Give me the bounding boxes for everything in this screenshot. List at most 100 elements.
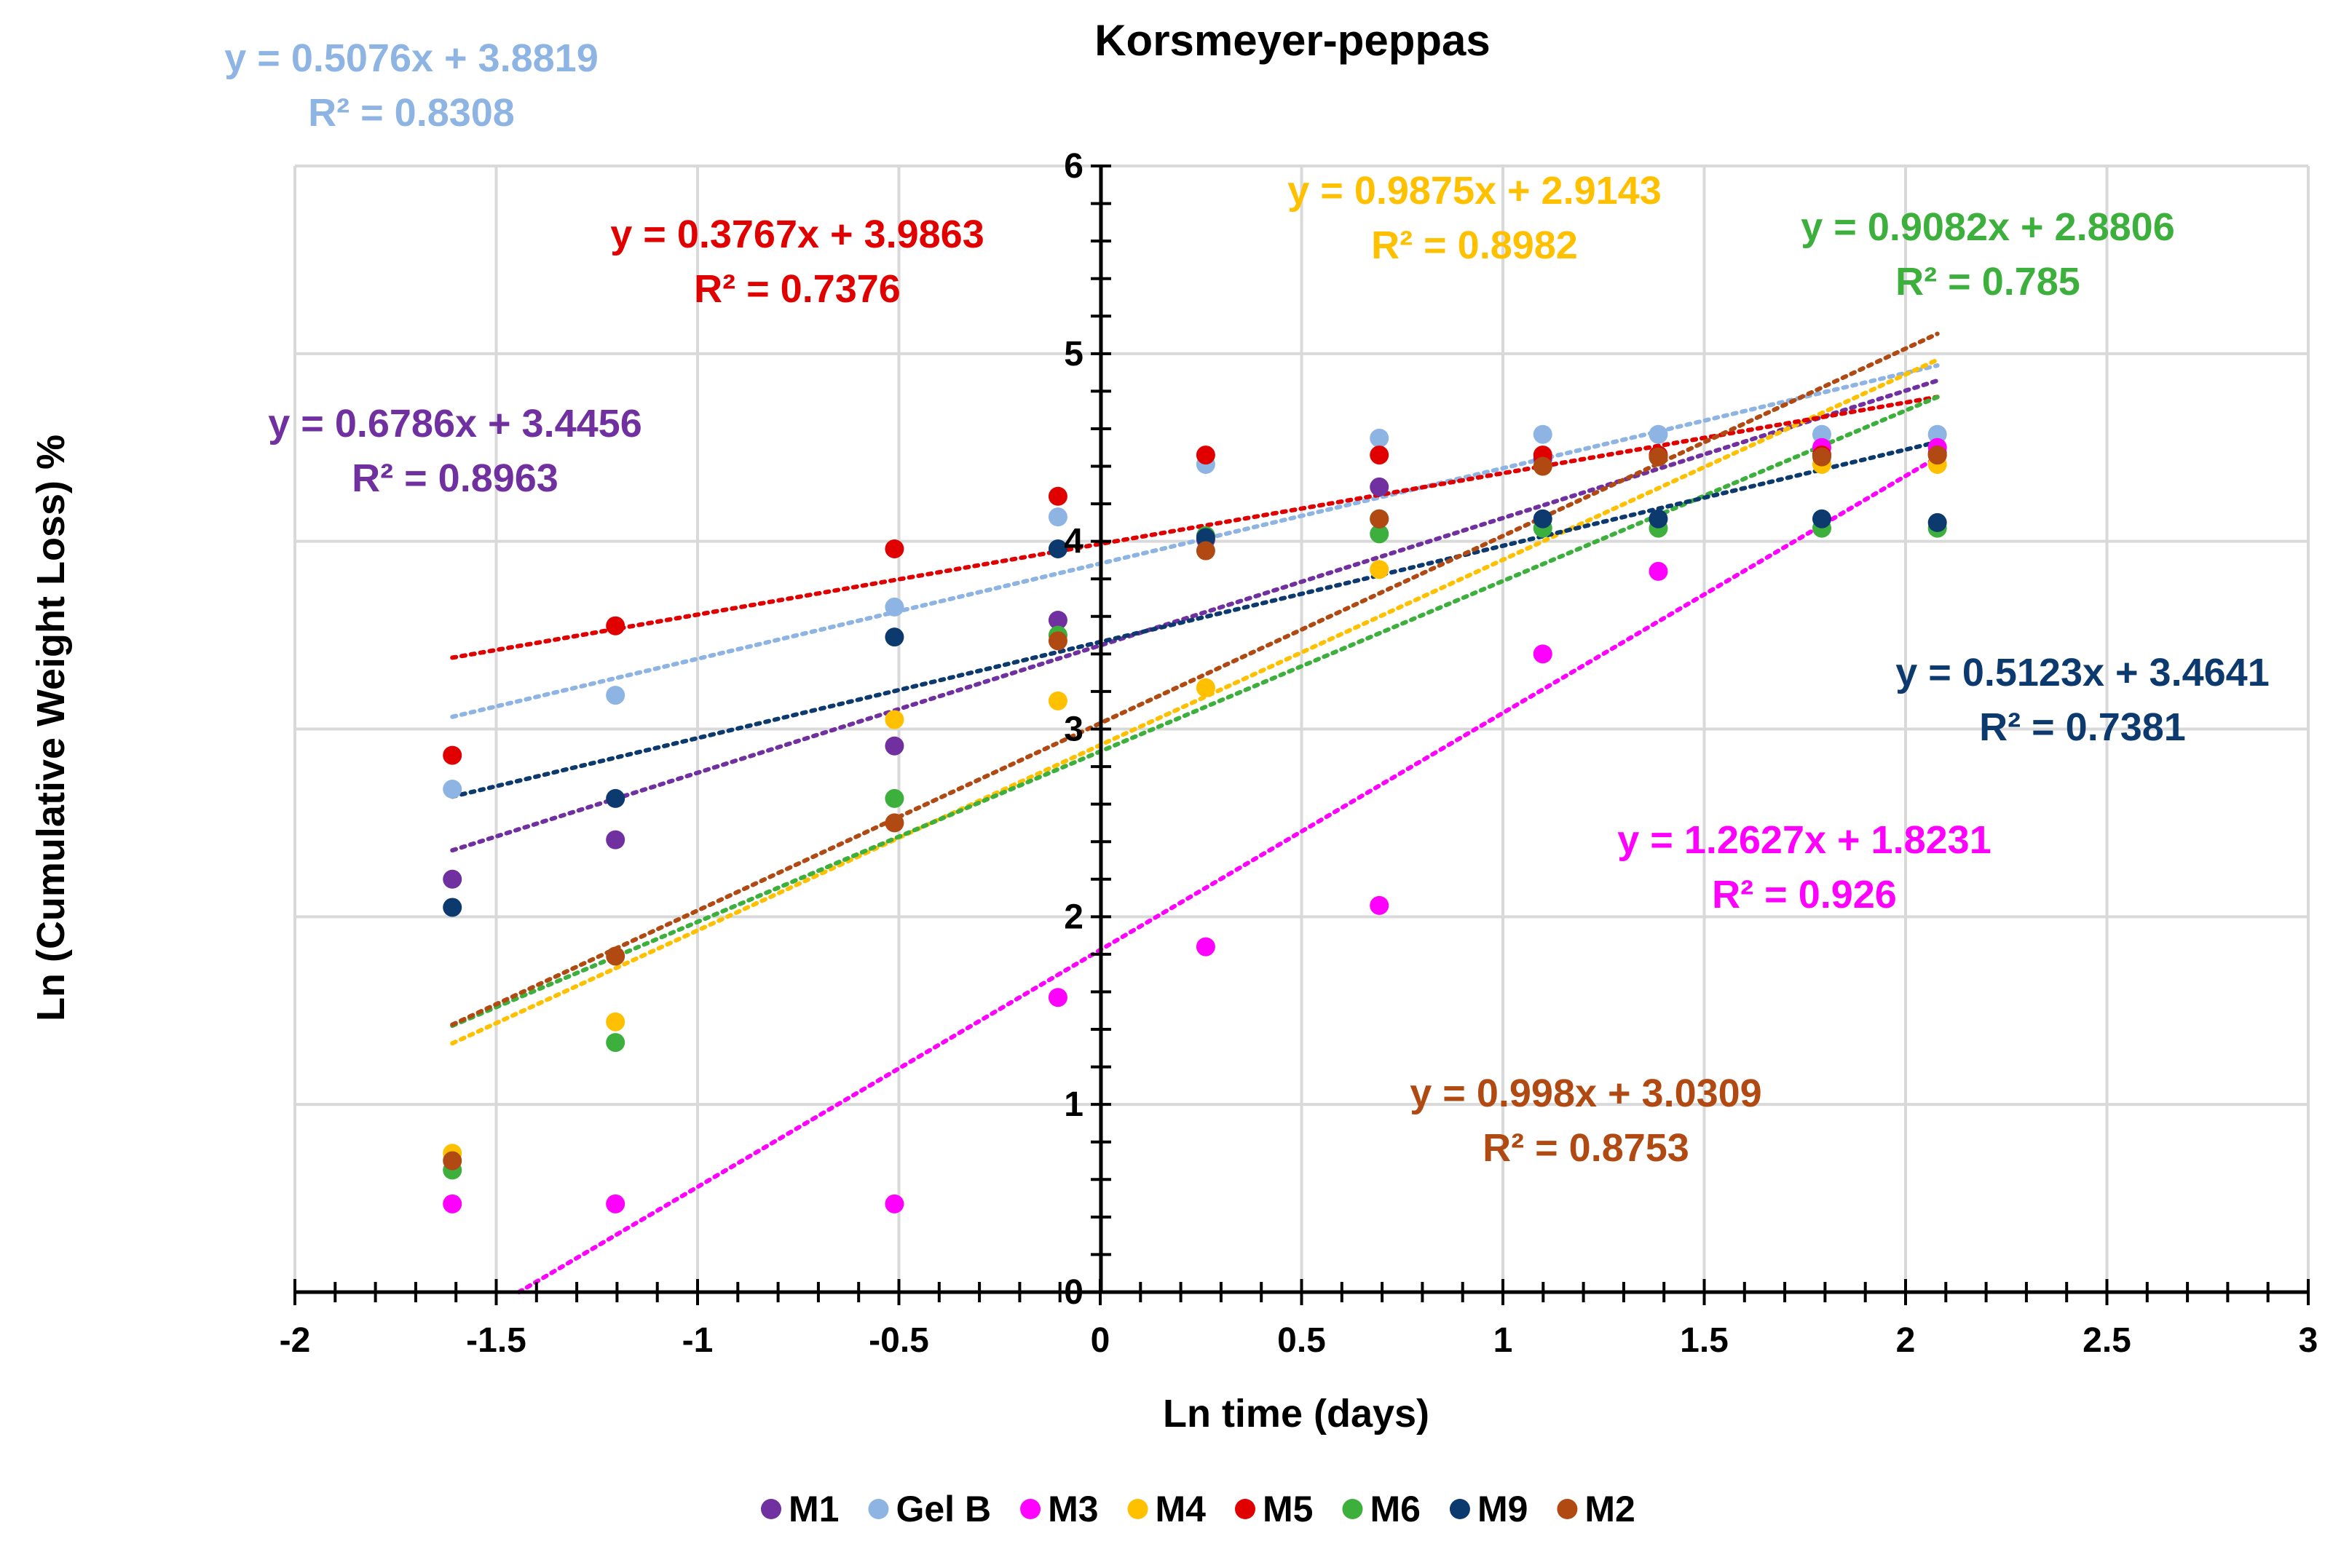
chart-title: Korsmeyer-peppas [1094,16,1491,65]
point-m2 [1196,541,1215,561]
point-gel-b [1649,424,1668,444]
point-m9 [1927,512,1947,532]
point-gel-b [1048,507,1067,527]
trendline-m4 [450,357,1940,1046]
point-m2 [606,946,625,966]
point-gel-b [885,597,904,617]
legend-label-m9: M9 [1477,1489,1528,1529]
r-squared-m2: R² = 0.8753 [1483,1126,1689,1170]
point-m1 [1048,610,1067,630]
point-m1 [1370,477,1389,496]
point-m6 [606,1033,625,1053]
legend-label-m6: M6 [1370,1489,1420,1529]
y-tick-label: 2 [1064,898,1083,936]
r-squared-gel-b: R² = 0.8308 [308,91,515,135]
y-tick-label: 0 [1064,1273,1083,1312]
point-m5 [606,616,625,635]
point-m9 [1533,509,1552,528]
y-tick-label: 1 [1064,1085,1083,1124]
point-m5 [443,745,462,765]
legend-label-m2: M2 [1584,1489,1635,1529]
legend-label-gel-b: Gel B [896,1489,991,1529]
equation-m3: y = 1.2627x + 1.8231 [1617,818,1991,862]
point-m2 [885,813,904,833]
legend-label-m3: M3 [1048,1489,1098,1529]
trendline-gel-b [450,363,1940,719]
r-squared-m6: R² = 0.785 [1895,260,2080,304]
x-tick-label: -1 [682,1321,714,1360]
point-m6 [1370,524,1389,544]
equation-m2: y = 0.998x + 3.0309 [1410,1072,1761,1115]
point-gel-b [606,686,625,705]
point-m5 [1048,486,1067,506]
x-axis-title: Ln time (days) [1163,1392,1429,1436]
point-m9 [1196,528,1215,547]
equation-gel-b: y = 0.5076x + 3.8819 [224,36,598,80]
point-m2 [1048,631,1067,651]
point-m1 [885,736,904,756]
point-gel-b [1927,424,1947,444]
point-m9 [606,788,625,808]
x-tick-label: 0 [1091,1321,1110,1360]
x-tick-label: 0.5 [1277,1321,1326,1360]
x-tick-label: 3 [2299,1321,2318,1360]
point-m1 [606,830,625,850]
r-squared-m1: R² = 0.8963 [352,456,558,500]
legend-marker-gel-b [868,1499,889,1519]
trend-equations: y = 0.6786x + 3.4456 R² = 0.8963 y = 0.507… [224,36,2269,1170]
y-tick-label: 3 [1064,710,1083,749]
x-tick-label: -0.5 [869,1321,929,1360]
point-m4 [1370,560,1389,579]
trendline-m3 [516,455,1940,1294]
point-m3 [885,1194,904,1213]
data-points [443,424,1947,1213]
legend-label-m1: M1 [789,1489,839,1529]
trendline-m9 [450,440,1940,799]
point-m2 [1649,447,1668,467]
y-axis-title: Ln (Cumulative Weight Loss) % [29,435,73,1021]
x-tick-label: -1.5 [466,1321,526,1360]
x-tick-label: 2.5 [2083,1321,2131,1360]
legend-marker-m9 [1449,1499,1470,1519]
point-gel-b [1812,424,1831,444]
equation-m4: y = 0.9875x + 2.9143 [1287,169,1661,213]
trendline-m6 [450,395,1940,1029]
y-tick-label: 5 [1064,335,1083,373]
point-m1 [443,869,462,889]
x-tick-label: -2 [280,1321,311,1360]
y-tick-label: 6 [1064,147,1083,186]
point-m9 [1649,509,1668,528]
point-m3 [1533,644,1552,664]
x-tick-label: 1 [1493,1321,1513,1360]
legend-marker-m5 [1235,1499,1255,1519]
trendline-m5 [450,395,1940,660]
x-tick-label: 2 [1896,1321,1916,1360]
point-m2 [1812,447,1831,467]
r-squared-m9: R² = 0.7381 [1979,705,2186,749]
legend: M1 Gel B M3 M4 M5 M6 M9 M2 [761,1489,1635,1529]
point-m5 [885,539,904,558]
r-squared-m5: R² = 0.7376 [694,267,901,311]
equation-m1: y = 0.6786x + 3.4456 [268,402,642,446]
point-m2 [443,1151,462,1171]
r-squared-m3: R² = 0.926 [1712,873,1897,916]
trendline-m2 [450,331,1940,1027]
legend-marker-m3 [1020,1499,1041,1519]
legend-label-m4: M4 [1156,1489,1207,1529]
point-m3 [606,1194,625,1213]
equation-m6: y = 0.9082x + 2.8806 [1801,205,2174,249]
point-m3 [1649,561,1668,581]
point-m9 [443,898,462,917]
legend-label-m5: M5 [1263,1489,1313,1529]
point-m6 [885,788,904,808]
point-m3 [443,1194,462,1213]
point-m2 [1927,446,1947,465]
point-m3 [1370,895,1389,915]
point-m9 [1812,509,1831,528]
point-m9 [1048,539,1067,558]
point-m5 [1196,446,1215,465]
legend-marker-m6 [1342,1499,1363,1519]
equation-m9: y = 0.5123x + 3.4641 [1895,651,2269,694]
legend-marker-m4 [1127,1499,1148,1519]
